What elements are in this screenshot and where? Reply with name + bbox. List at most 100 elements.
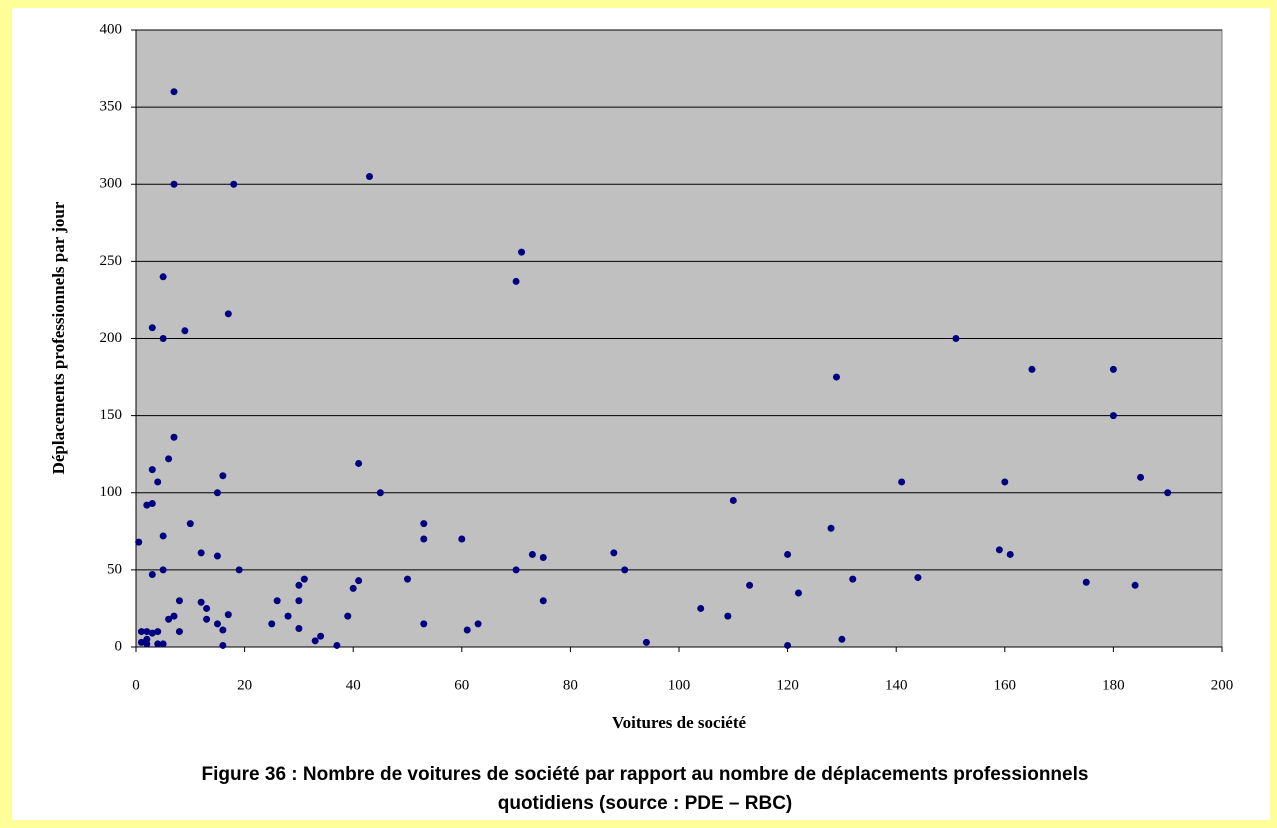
point [170,433,178,441]
point [143,635,151,643]
caption-line: Figure 36 : Nombre de voitures de sociét… [202,764,1089,785]
point [512,277,520,285]
point [154,628,162,636]
y-tick-label: 150 [100,407,123,423]
point [784,550,792,558]
point [295,597,303,605]
point [148,324,156,332]
point [148,571,156,579]
point [137,628,145,636]
point [175,597,183,605]
x-tick-label: 120 [776,677,799,693]
point [284,612,292,620]
point [235,566,243,574]
point [197,598,205,606]
point [1164,489,1172,497]
point [914,574,922,582]
point [170,180,178,188]
x-tick-label: 180 [1102,677,1125,693]
x-axis-label: Voitures de société [612,713,747,732]
point [165,455,173,463]
point [300,575,308,583]
point [213,552,221,560]
point [213,620,221,628]
point [203,604,211,612]
point [159,640,167,648]
y-tick-label: 50 [107,561,122,577]
point [376,489,384,497]
y-tick-label: 400 [100,21,123,37]
point [219,626,227,634]
point [148,466,156,474]
x-tick-label: 60 [454,677,469,693]
point [621,566,629,574]
point [1131,581,1139,589]
point [420,520,428,528]
point [181,327,189,335]
y-tick-label: 250 [100,253,123,269]
point [1109,365,1117,373]
point [420,535,428,543]
x-tick-label: 20 [237,677,252,693]
point [159,566,167,574]
point [794,589,802,597]
point [159,273,167,281]
y-tick-label: 0 [115,638,123,654]
point [1028,365,1036,373]
point [311,637,319,645]
point [143,501,151,509]
point [724,612,732,620]
point [1137,473,1145,481]
point [898,478,906,486]
point [849,575,857,583]
point [404,575,411,583]
point [458,535,466,543]
point [186,520,194,528]
point [1001,478,1009,486]
x-tick-label: 160 [994,677,1017,693]
point [420,620,428,628]
point [170,88,178,96]
point [1109,412,1117,420]
point [203,615,211,623]
point [784,641,792,649]
y-tick-label: 200 [100,330,123,346]
point [610,549,618,557]
point [219,472,227,480]
point [832,373,840,381]
point [344,612,352,620]
point [1006,550,1014,558]
point [952,335,960,342]
y-axis-label: Déplacements professionnels par jour [49,201,68,474]
point [512,566,520,574]
point [518,248,526,256]
point [159,335,167,342]
point [729,496,737,504]
y-tick-label: 300 [100,176,123,192]
point [135,538,143,546]
x-tick-label: 100 [668,677,691,693]
point [224,611,232,619]
point [827,524,835,532]
point [224,310,232,318]
point [474,620,482,628]
point [137,638,145,646]
y-tick-label: 350 [100,99,123,115]
point [995,546,1003,554]
point [349,584,357,592]
point [355,459,363,467]
x-tick-label: 140 [885,677,908,693]
x-tick-label: 80 [563,677,578,693]
point [213,489,221,497]
point [838,635,846,643]
point [697,604,705,612]
point [273,597,281,605]
point [295,581,303,589]
point [268,620,276,628]
x-tick-label: 40 [346,677,361,693]
x-tick-label: 0 [132,677,140,693]
point [230,180,238,188]
point [154,478,162,486]
